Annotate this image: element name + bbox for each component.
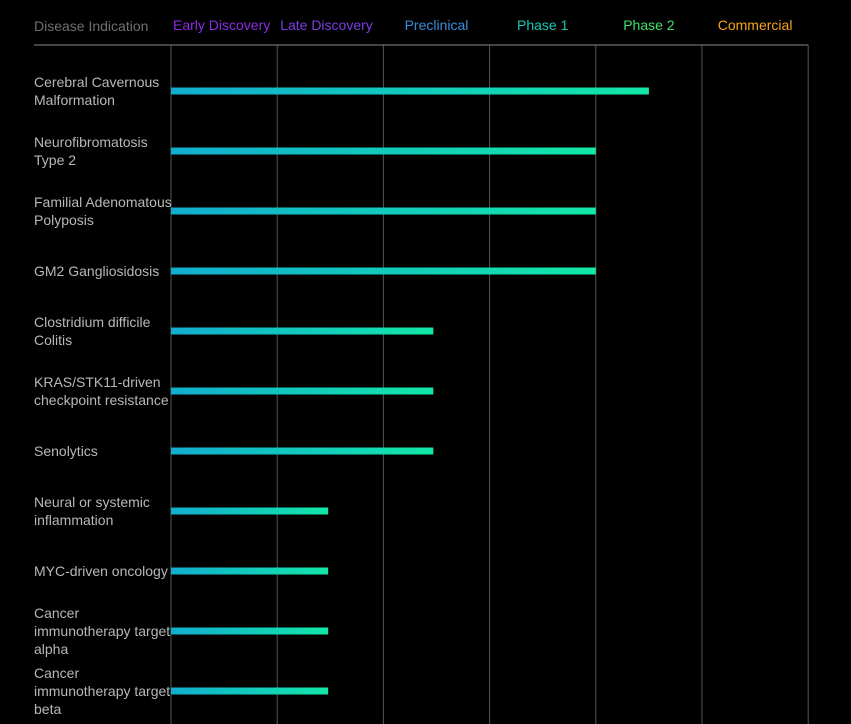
progress-bar bbox=[171, 507, 329, 515]
indication-label-line: alpha bbox=[34, 641, 68, 657]
stage-label-preclinical: Preclinical bbox=[405, 17, 469, 33]
progress-bar bbox=[171, 687, 329, 695]
indication-label: Clostridium difficile Colitis bbox=[34, 314, 151, 348]
indication-label: Cerebral Cavernous Malformation bbox=[34, 74, 159, 108]
indication-rows: Cerebral Cavernous Malformation Neurofibro… bbox=[34, 74, 649, 717]
indication-label-line: inflammation bbox=[34, 512, 113, 528]
stage-label-phase-1: Phase 1 bbox=[517, 17, 569, 33]
stage-label-commercial: Commercial bbox=[718, 17, 793, 33]
indication-label-line: Polyposis bbox=[34, 212, 94, 228]
indication-row: Cancer immunotherapy target beta bbox=[34, 665, 329, 717]
progress-bar bbox=[171, 567, 329, 575]
indication-label: Cancer immunotherapy target beta bbox=[34, 665, 170, 717]
indication-row: Cerebral Cavernous Malformation bbox=[34, 74, 649, 108]
indication-label-line: Neural or systemic bbox=[34, 494, 150, 510]
indication-label-line: Cancer bbox=[34, 665, 79, 681]
indication-row: GM2 Gangliosidosis bbox=[34, 263, 596, 279]
indication-label-line: Cerebral Cavernous bbox=[34, 74, 159, 90]
indication-label-line: checkpoint resistance bbox=[34, 392, 169, 408]
indication-label-line: GM2 Gangliosidosis bbox=[34, 263, 159, 279]
indication-label-line: KRAS/STK11-driven bbox=[34, 374, 161, 390]
indication-label: Cancer immunotherapy target alpha bbox=[34, 605, 170, 657]
stage-label-early-discovery: Early Discovery bbox=[173, 17, 270, 33]
indication-label: GM2 Gangliosidosis bbox=[34, 263, 159, 279]
indication-label-line: Senolytics bbox=[34, 443, 98, 459]
indication-row: MYC-driven oncology bbox=[34, 563, 329, 579]
indication-label-line: Malformation bbox=[34, 92, 115, 108]
indication-row: Familial Adenomatous Polyposis bbox=[34, 194, 596, 228]
grid-lines bbox=[170, 45, 809, 724]
indication-label: Senolytics bbox=[34, 443, 98, 459]
indication-label: Neural or systemic inflammation bbox=[34, 494, 150, 528]
indication-row: Cancer immunotherapy target alpha bbox=[34, 605, 329, 657]
indication-row: Neurofibromatosis Type 2 bbox=[34, 134, 596, 168]
indication-row: Clostridium difficile Colitis bbox=[34, 314, 434, 348]
progress-bar bbox=[171, 627, 329, 635]
indication-label: KRAS/STK11-driven checkpoint resistance bbox=[34, 374, 169, 408]
indication-label-line: Familial Adenomatous bbox=[34, 194, 172, 210]
indication-row: Neural or systemic inflammation bbox=[34, 494, 329, 528]
indication-label: Familial Adenomatous Polyposis bbox=[34, 194, 172, 228]
disease-indication-header: Disease Indication bbox=[34, 18, 148, 34]
indication-label-line: Neurofibromatosis bbox=[34, 134, 148, 150]
indication-label: MYC-driven oncology bbox=[34, 563, 168, 579]
stage-header: Disease Indication Early Discovery Late D… bbox=[34, 17, 809, 46]
indication-row: KRAS/STK11-driven checkpoint resistance bbox=[34, 374, 434, 408]
progress-bar bbox=[171, 327, 434, 335]
progress-bar bbox=[171, 267, 596, 275]
indication-label-line: immunotherapy target bbox=[34, 623, 170, 639]
indication-label-line: Cancer bbox=[34, 605, 79, 621]
progress-bar bbox=[171, 87, 649, 95]
progress-bar bbox=[171, 387, 434, 395]
progress-bar bbox=[171, 447, 434, 455]
progress-bar bbox=[171, 147, 596, 155]
indication-row: Senolytics bbox=[34, 443, 434, 459]
indication-label-line: Type 2 bbox=[34, 152, 76, 168]
indication-label-line: beta bbox=[34, 701, 61, 717]
progress-bar bbox=[171, 207, 596, 215]
indication-label-line: Clostridium difficile bbox=[34, 314, 151, 330]
indication-label-line: Colitis bbox=[34, 332, 72, 348]
stage-label-phase-2: Phase 2 bbox=[623, 17, 675, 33]
indication-label: Neurofibromatosis Type 2 bbox=[34, 134, 148, 168]
indication-label-line: MYC-driven oncology bbox=[34, 563, 168, 579]
indication-label-line: immunotherapy target bbox=[34, 683, 170, 699]
stage-label-late-discovery: Late Discovery bbox=[280, 17, 373, 33]
